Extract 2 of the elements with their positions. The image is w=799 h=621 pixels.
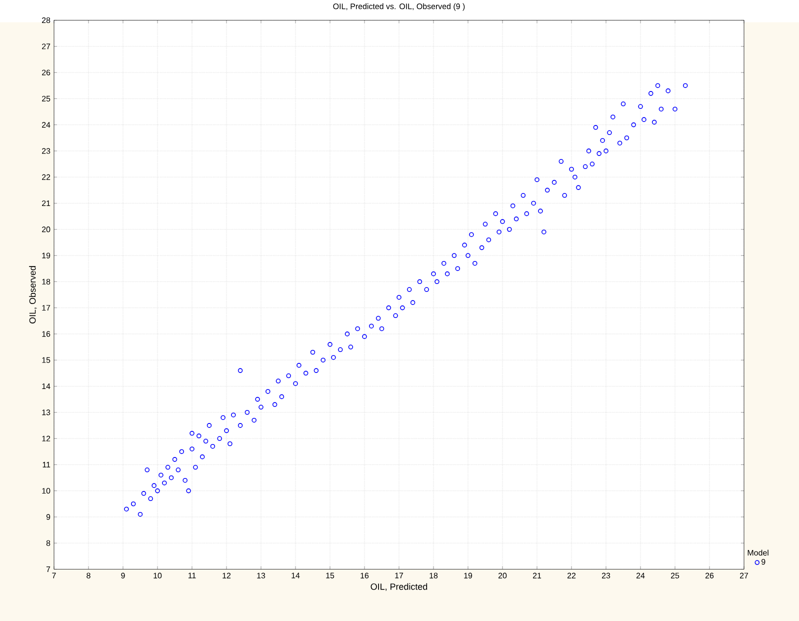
x-axis-title: OIL, Predicted — [370, 583, 428, 591]
y-axis-title: OIL, Observed — [29, 266, 37, 324]
